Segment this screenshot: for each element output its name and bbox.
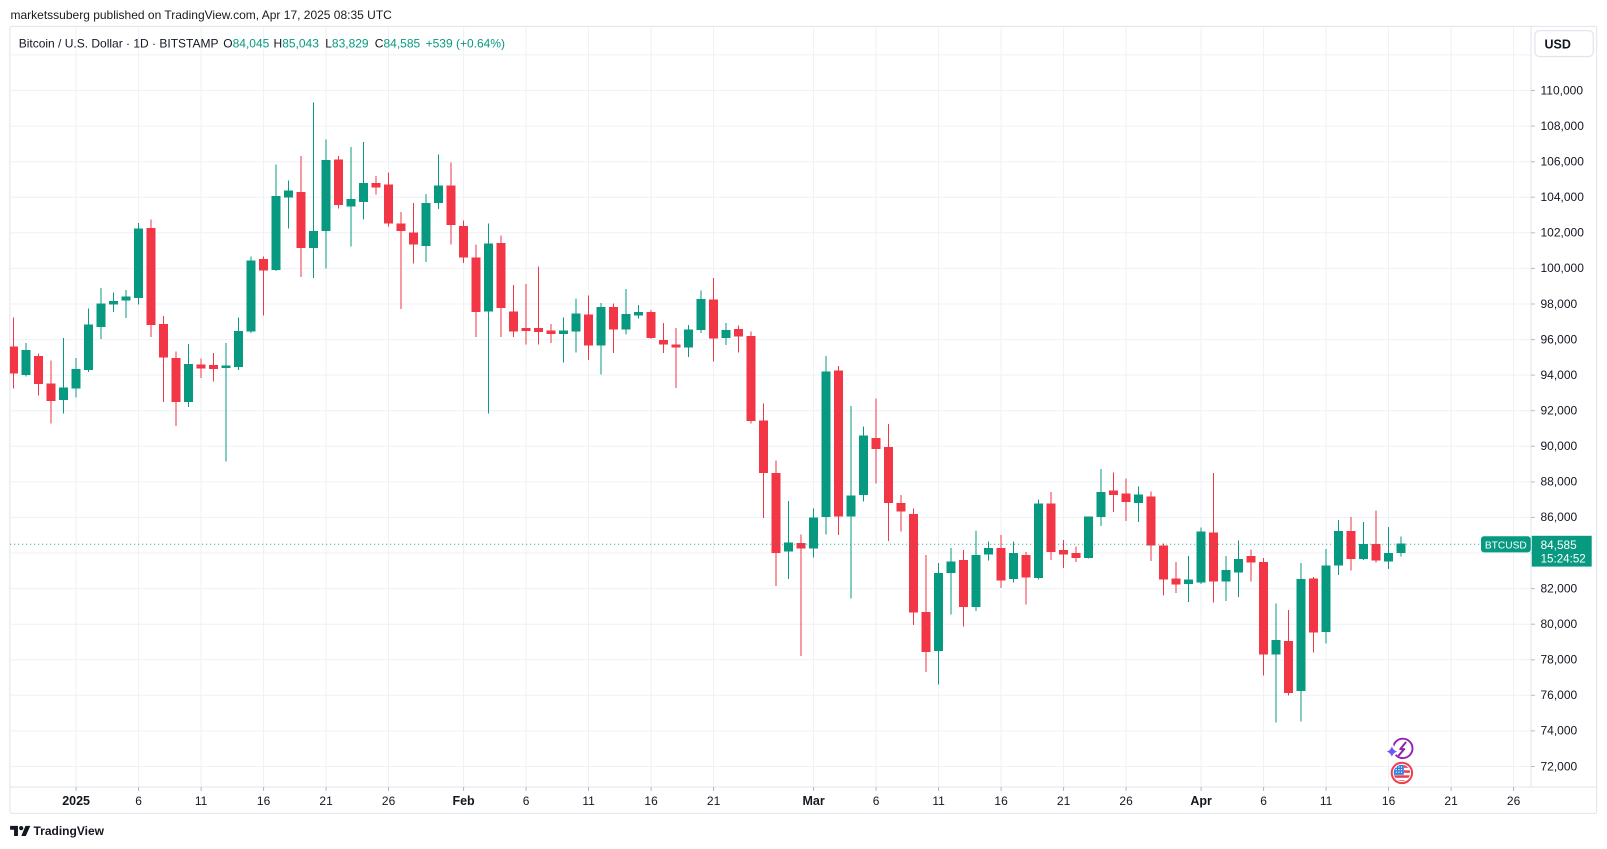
svg-text:16: 16	[644, 794, 658, 808]
svg-text:102,000: 102,000	[1541, 226, 1585, 240]
svg-text:82,000: 82,000	[1541, 581, 1578, 595]
svg-text:98,000: 98,000	[1541, 297, 1578, 311]
svg-text:11: 11	[582, 794, 595, 808]
svg-text:90,000: 90,000	[1541, 439, 1578, 453]
svg-text:15:24:52: 15:24:52	[1541, 552, 1586, 565]
svg-text:11: 11	[932, 794, 945, 808]
svg-text:2025: 2025	[62, 794, 90, 808]
svg-text:21: 21	[1444, 794, 1458, 808]
svg-text:92,000: 92,000	[1541, 404, 1578, 418]
svg-text:86,000: 86,000	[1541, 510, 1578, 524]
svg-text:108,000: 108,000	[1541, 119, 1585, 133]
svg-text:21: 21	[1057, 794, 1071, 808]
svg-text:16: 16	[257, 794, 271, 808]
svg-text:26: 26	[382, 794, 396, 808]
svg-text:TradingView: TradingView	[34, 824, 105, 838]
svg-text:106,000: 106,000	[1541, 155, 1585, 169]
svg-text:96,000: 96,000	[1541, 332, 1578, 346]
svg-text:Mar: Mar	[802, 794, 824, 808]
svg-text:6: 6	[135, 794, 142, 808]
svg-text:76,000: 76,000	[1541, 688, 1578, 702]
svg-text:Apr: Apr	[1190, 794, 1212, 808]
svg-text:74,000: 74,000	[1541, 724, 1578, 738]
svg-text:marketssuberg published on Tra: marketssuberg published on TradingView.c…	[11, 8, 393, 22]
svg-text:72,000: 72,000	[1541, 759, 1578, 773]
svg-text:26: 26	[1119, 794, 1133, 808]
svg-text:104,000: 104,000	[1541, 190, 1585, 204]
svg-text:78,000: 78,000	[1541, 653, 1578, 667]
svg-text:16: 16	[1382, 794, 1396, 808]
svg-text:BTCUSD: BTCUSD	[1485, 540, 1527, 551]
svg-text:11: 11	[1320, 794, 1333, 808]
svg-text:88,000: 88,000	[1541, 475, 1578, 489]
svg-text:11: 11	[195, 794, 208, 808]
svg-text:USD: USD	[1545, 38, 1571, 52]
svg-text:26: 26	[1507, 794, 1521, 808]
svg-text:6: 6	[1260, 794, 1267, 808]
svg-text:94,000: 94,000	[1541, 368, 1578, 382]
svg-text:6: 6	[873, 794, 880, 808]
svg-text:16: 16	[994, 794, 1008, 808]
svg-text:110,000: 110,000	[1541, 83, 1584, 97]
svg-text:Bitcoin / U.S. Dollar · 1D · B: Bitcoin / U.S. Dollar · 1D · BITSTAMP O84…	[19, 36, 505, 50]
svg-text:84,585: 84,585	[1541, 538, 1578, 552]
svg-text:Feb: Feb	[452, 794, 475, 808]
svg-text:80,000: 80,000	[1541, 617, 1578, 631]
svg-text:6: 6	[523, 794, 530, 808]
svg-text:21: 21	[707, 794, 721, 808]
svg-text:100,000: 100,000	[1541, 261, 1585, 275]
svg-text:21: 21	[319, 794, 333, 808]
